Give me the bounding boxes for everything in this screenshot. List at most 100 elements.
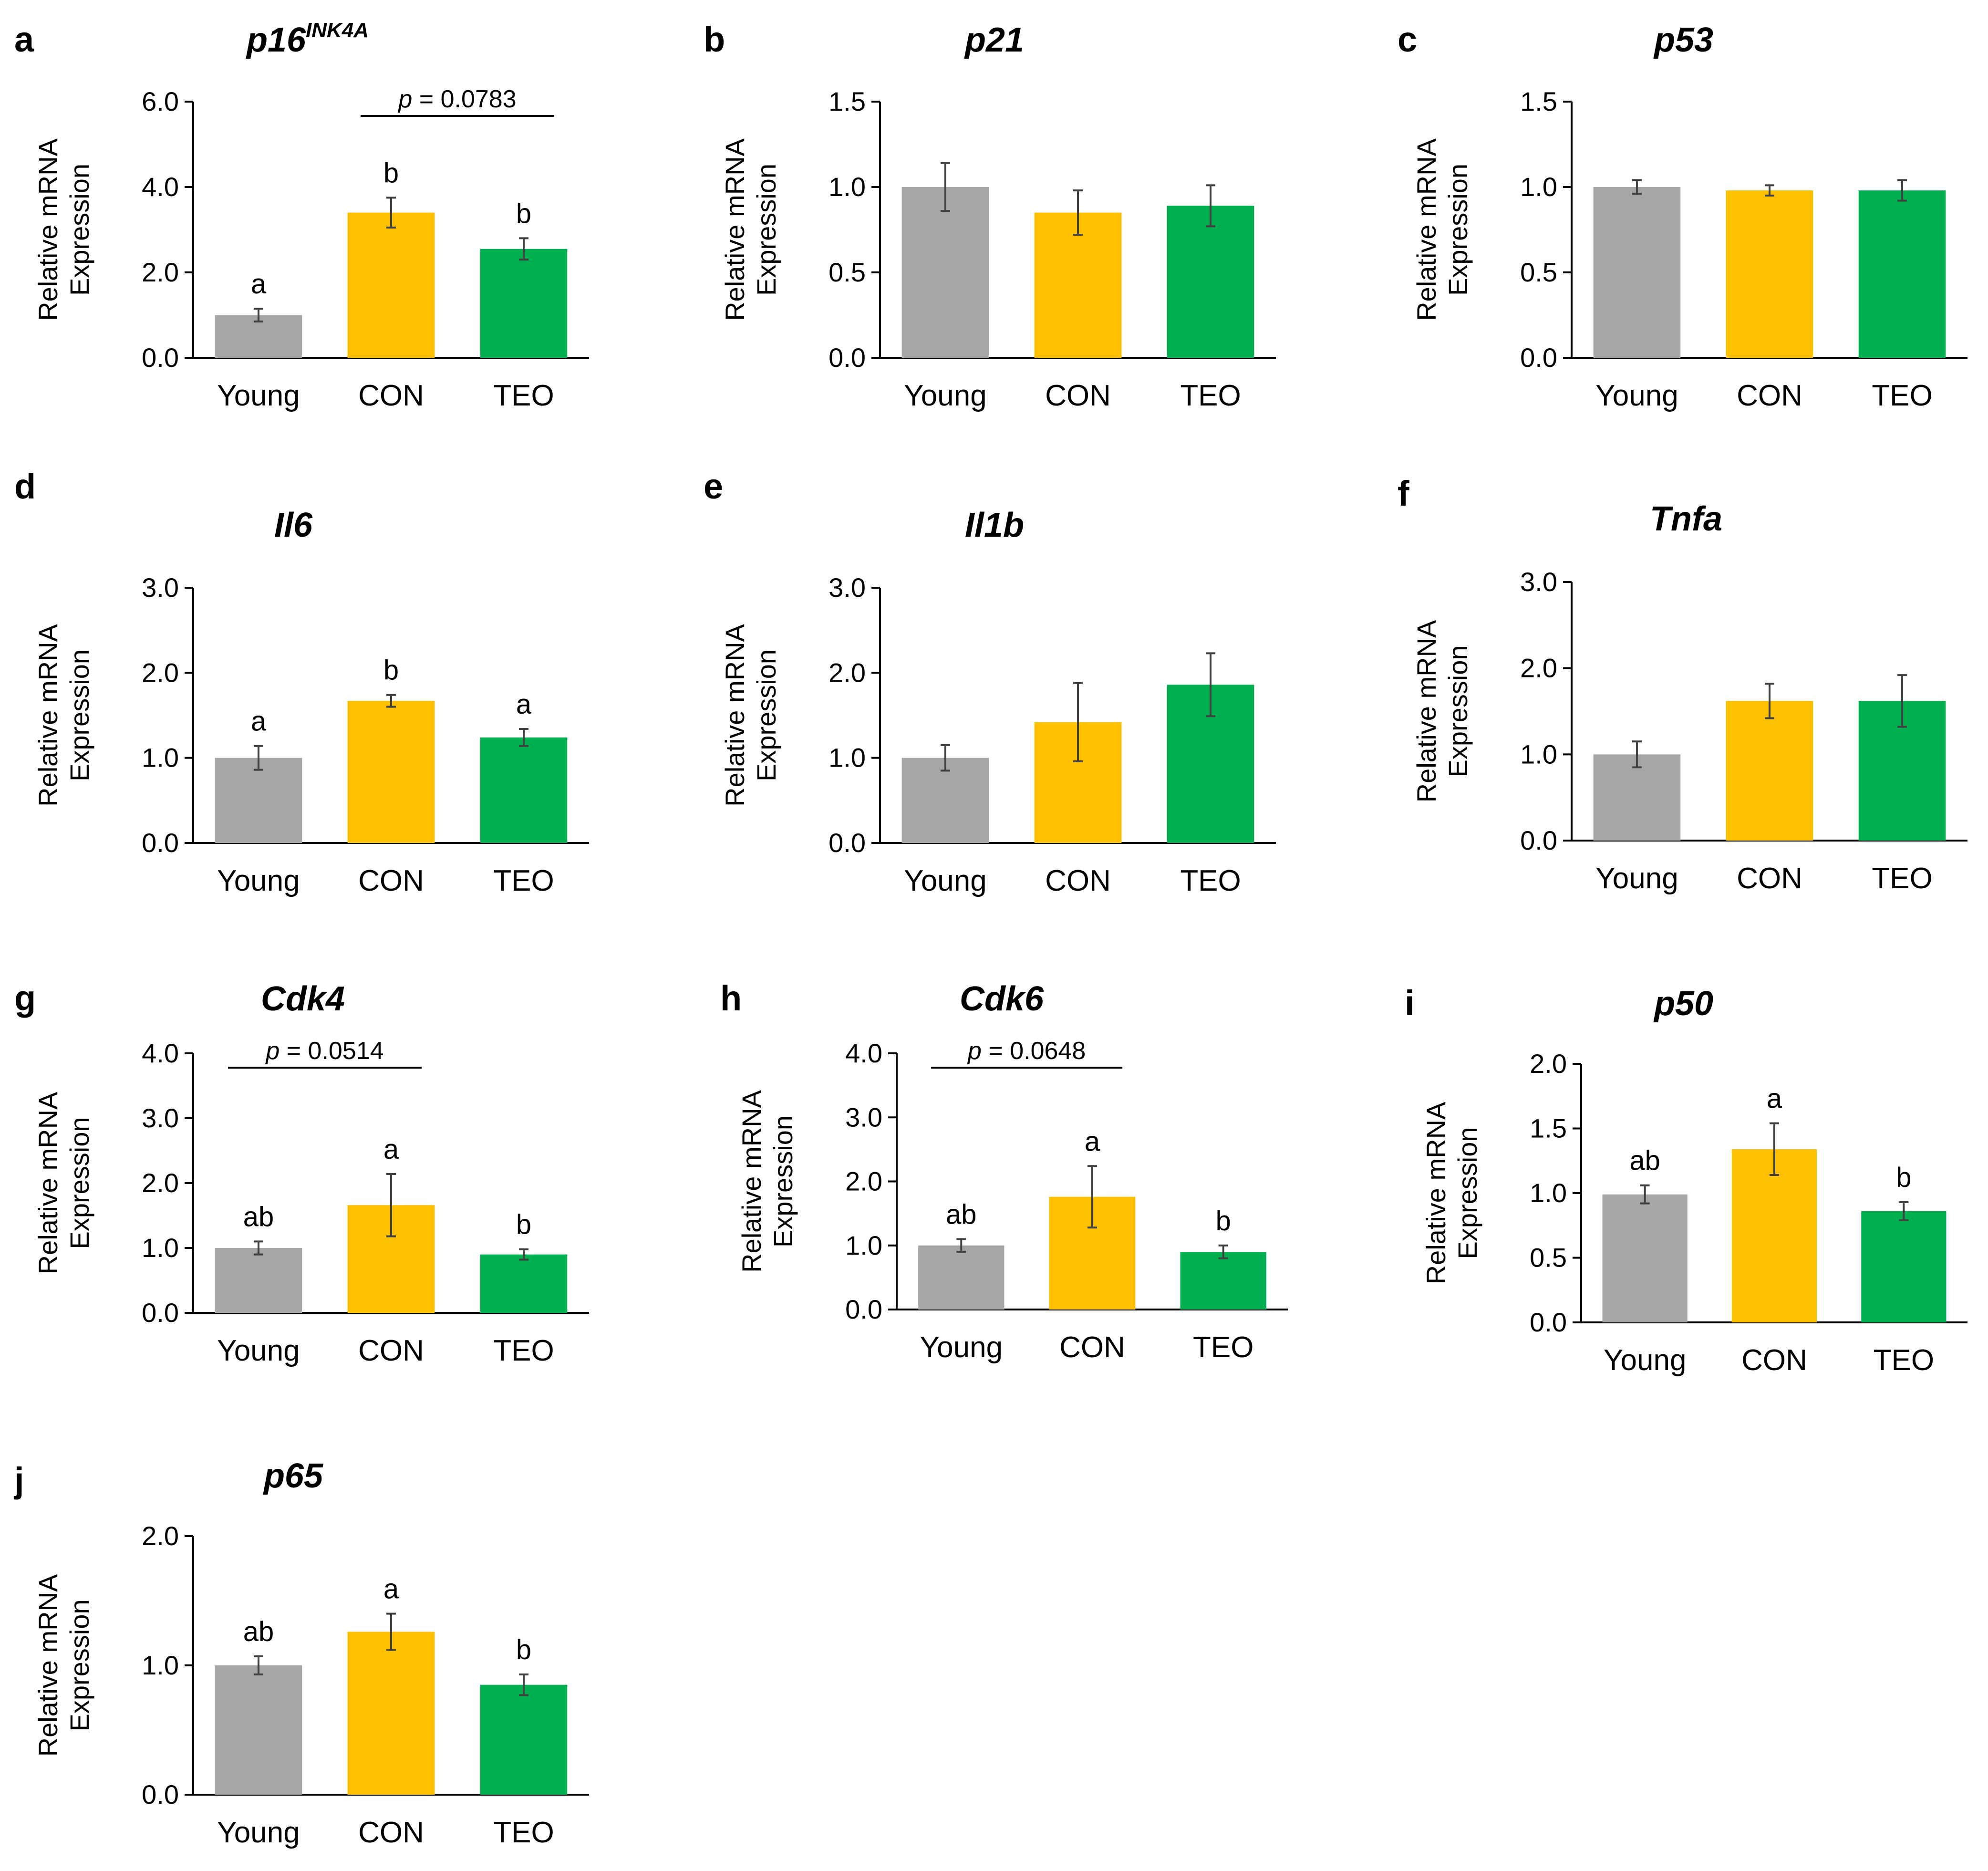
- y-axis-label-line: Relative mRNA: [720, 624, 750, 806]
- y-axis-label-line: Relative mRNA: [1411, 138, 1441, 321]
- y-tick-label: 2.0: [1520, 653, 1557, 683]
- x-tick-label: CON: [1741, 1344, 1807, 1377]
- panel-letter: b: [704, 20, 725, 59]
- y-tick-label: 0.0: [828, 828, 866, 858]
- x-tick-label: CON: [358, 1816, 424, 1849]
- panel-letter: a: [14, 20, 34, 59]
- y-axis-label: Relative mRNAExpression: [720, 624, 781, 806]
- y-axis-label: Relative mRNAExpression: [720, 138, 781, 321]
- panel-j: j p65 Relative mRNAExpression 0.0 1.0 2.0 Youn…: [13, 1457, 589, 1849]
- y-axis-label-line: Expression: [751, 649, 781, 781]
- y-tick-label: 0.0: [142, 828, 179, 858]
- panel-title-text: p21: [964, 21, 1024, 59]
- bar-teo: [1858, 190, 1946, 358]
- y-axis-label-line: Relative mRNA: [720, 138, 750, 321]
- bar-young: [1602, 1194, 1688, 1322]
- x-tick-label: Young: [217, 864, 300, 897]
- y-axis-label: Relative mRNAExpression: [33, 138, 94, 321]
- panel-title: Tnfa: [1650, 500, 1722, 538]
- x-tick-label: TEO: [1193, 1331, 1253, 1364]
- p-value-label: p = 0.0514: [265, 1037, 383, 1065]
- bar-teo: [1167, 206, 1254, 358]
- p-value-symbol: p: [967, 1037, 982, 1065]
- y-axis-label: Relative mRNAExpression: [1421, 1102, 1482, 1284]
- x-tick-label: CON: [1045, 864, 1111, 897]
- x-tick-label: TEO: [1874, 1344, 1934, 1377]
- y-axis-label: Relative mRNAExpression: [33, 1091, 94, 1274]
- panel-i: i p50 Relative mRNAExpression 0.0 0.5 1.0 1.5 2…: [1405, 983, 1967, 1377]
- panel-title-text: Il6: [274, 506, 313, 544]
- y-tick-label: 1.0: [142, 743, 179, 773]
- panel-c: c p53 Relative mRNAExpression 0.0 0.5 1.0 1.5 Y…: [1398, 20, 1967, 412]
- y-axis-label-line: Expression: [1452, 1127, 1482, 1259]
- y-axis-label-line: Relative mRNA: [1411, 620, 1441, 802]
- x-tick-label: Young: [1595, 862, 1678, 895]
- y-axis-label-line: Relative mRNA: [1421, 1102, 1451, 1284]
- y-axis-label-line: Relative mRNA: [33, 138, 63, 321]
- y-tick-label: 0.5: [1520, 257, 1557, 287]
- panel-letter: i: [1405, 983, 1415, 1023]
- bar-teo: [1861, 1211, 1947, 1322]
- x-tick-label: TEO: [493, 379, 554, 412]
- y-axis-label-line: Expression: [64, 649, 94, 781]
- y-tick-label: 1.5: [1520, 86, 1557, 116]
- significance-letter: a: [251, 269, 267, 300]
- y-tick-label: 1.0: [845, 1230, 882, 1260]
- panel-title: Cdk6: [960, 980, 1044, 1018]
- panel-letter: g: [14, 978, 36, 1018]
- x-tick-label: CON: [1045, 379, 1111, 412]
- panel-title: Il1b: [965, 506, 1024, 544]
- y-tick-label: 4.0: [142, 172, 179, 202]
- x-tick-label: Young: [217, 379, 300, 412]
- y-tick-label: 2.0: [1530, 1049, 1567, 1079]
- panel-letter: f: [1398, 474, 1409, 513]
- y-axis-label-line: Expression: [1443, 164, 1473, 296]
- bar-young: [1593, 187, 1681, 358]
- panel-f: f Tnfa Relative mRNAExpression 0.0 1.0 2.0 3.0…: [1398, 474, 1967, 895]
- bar-young: [215, 1665, 302, 1795]
- y-tick-label: 1.0: [1520, 739, 1557, 769]
- significance-letter: b: [1896, 1162, 1911, 1193]
- y-axis-label-line: Relative mRNA: [736, 1090, 766, 1272]
- significance-letter: b: [383, 655, 399, 686]
- y-tick-label: 2.0: [142, 257, 179, 287]
- panel-title-text: Tnfa: [1650, 500, 1722, 538]
- panel-title: Il6: [274, 506, 313, 544]
- y-axis-label: Relative mRNAExpression: [1411, 138, 1473, 321]
- significance-letter: a: [1085, 1126, 1100, 1157]
- bar-con: [1034, 212, 1122, 358]
- x-tick-label: TEO: [1872, 379, 1932, 412]
- significance-letter: a: [383, 1574, 399, 1605]
- x-tick-label: Young: [1604, 1344, 1687, 1377]
- bar-young: [215, 1248, 302, 1313]
- significance-letter: b: [516, 198, 531, 229]
- bar-con: [1731, 1149, 1817, 1322]
- significance-letter: b: [1216, 1206, 1231, 1237]
- panel-title-text: Cdk4: [261, 980, 345, 1018]
- panel-h: h Cdk6 Relative mRNAExpression 0.0 1.0 2.0 3.0…: [720, 978, 1288, 1364]
- y-tick-label: 4.0: [142, 1038, 179, 1068]
- y-tick-label: 1.0: [142, 1650, 179, 1680]
- panel-e: e Il1b Relative mRNAExpression 0.0 1.0 2.0 3.0…: [704, 467, 1276, 897]
- y-tick-label: 0.0: [1520, 343, 1557, 373]
- x-tick-label: Young: [920, 1331, 1003, 1364]
- panel-d: d Il6 Relative mRNAExpression 0.0 1.0 2.0 3.0 Y…: [14, 467, 589, 897]
- panel-letter: j: [13, 1460, 24, 1500]
- panel-title: p21: [964, 21, 1024, 59]
- y-axis-label-line: Expression: [768, 1115, 798, 1247]
- x-tick-label: TEO: [493, 1334, 554, 1367]
- x-tick-label: CON: [1737, 862, 1802, 895]
- x-tick-label: CON: [1737, 379, 1802, 412]
- x-tick-label: Young: [904, 864, 987, 897]
- x-tick-label: TEO: [1872, 862, 1932, 895]
- bar-teo: [480, 737, 568, 843]
- y-axis-label: Relative mRNAExpression: [736, 1090, 798, 1272]
- significance-letter: a: [516, 689, 532, 720]
- panel-g: g Cdk4 Relative mRNAExpression 0.0 1.0 2.0 3.0…: [14, 978, 589, 1367]
- bar-con: [1726, 190, 1813, 358]
- y-axis-label-line: Relative mRNA: [33, 624, 63, 806]
- y-tick-label: 0.0: [1530, 1307, 1567, 1337]
- y-axis-label-line: Relative mRNA: [33, 1574, 63, 1757]
- bar-con: [347, 1632, 435, 1795]
